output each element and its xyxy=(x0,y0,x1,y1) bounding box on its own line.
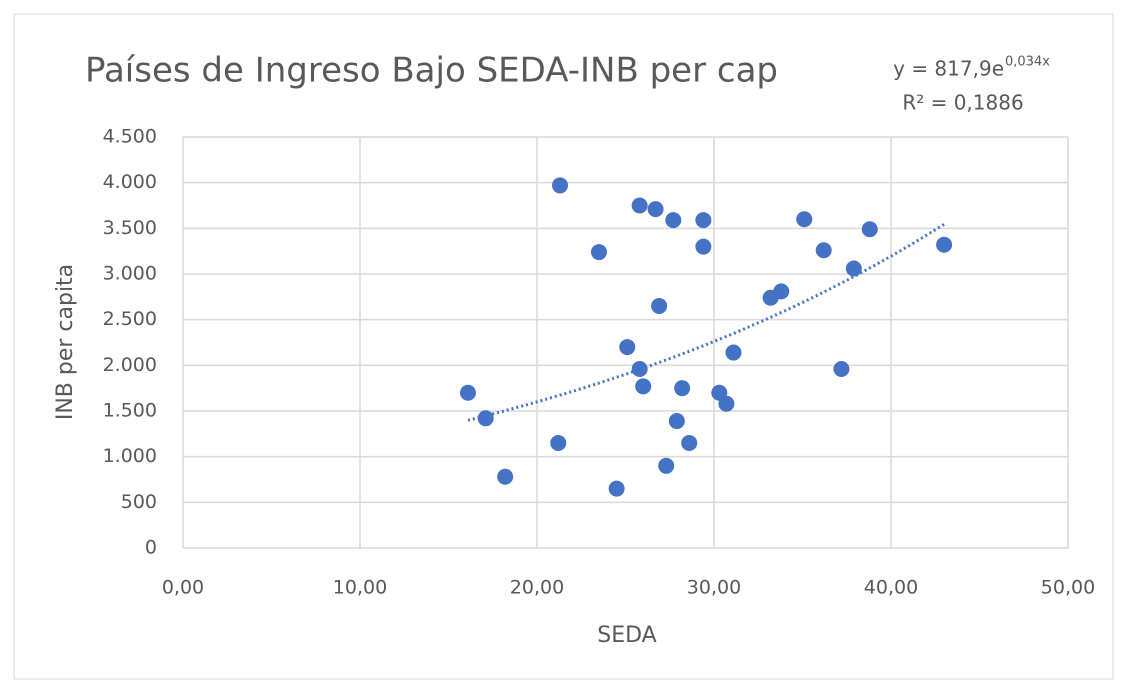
scatter-point xyxy=(608,480,625,497)
y-tick-label: 500 xyxy=(121,491,157,513)
scatter-point xyxy=(815,242,832,259)
scatter-point xyxy=(681,434,698,451)
trend-exponent: 0,034x xyxy=(1005,55,1050,70)
x-tick-label: 10,00 xyxy=(333,577,387,599)
scatter-point xyxy=(796,211,813,228)
scatter-point xyxy=(833,360,850,377)
scatter-point xyxy=(647,201,664,218)
y-tick-label: 2.500 xyxy=(103,308,157,330)
y-tick-label: 2.000 xyxy=(103,354,157,376)
scatter-point xyxy=(665,212,682,229)
scatter-point xyxy=(695,212,712,229)
x-tick-label: 20,00 xyxy=(510,577,564,599)
y-tick-label: 1.000 xyxy=(103,445,157,467)
scatter-point xyxy=(550,434,567,451)
scatter-point xyxy=(635,378,652,395)
scatter-point xyxy=(718,395,735,412)
scatter-point xyxy=(497,468,514,485)
scatter-point xyxy=(668,413,685,430)
scatter-point xyxy=(658,457,675,474)
x-tick-label: 50,00 xyxy=(1041,577,1095,599)
y-tick-label: 1.500 xyxy=(103,400,157,422)
chart-title: Países de Ingreso Bajo SEDA-INB per cap xyxy=(85,51,778,91)
y-axis-title: INB per capita xyxy=(53,264,78,420)
x-axis-title: SEDA xyxy=(597,623,656,648)
scatter-point xyxy=(861,221,878,238)
y-tick-label: 4.500 xyxy=(103,126,157,148)
chart-border xyxy=(13,13,1114,680)
scatter-point xyxy=(845,260,862,277)
scatter-point xyxy=(459,384,476,401)
scatter-point xyxy=(725,344,742,361)
scatter-point xyxy=(674,380,691,397)
scatter-point xyxy=(773,283,790,300)
y-tick-label: 3.500 xyxy=(103,217,157,239)
scatter-point xyxy=(552,177,569,194)
x-tick-label: 40,00 xyxy=(864,577,918,599)
scatter-point xyxy=(619,339,636,356)
y-tick-label: 3.000 xyxy=(103,263,157,285)
y-tick-label: 0 xyxy=(145,537,157,559)
y-tick-label: 4.000 xyxy=(103,171,157,193)
scatter-point xyxy=(631,197,648,214)
x-tick-label: 30,00 xyxy=(687,577,741,599)
scatter-point xyxy=(590,244,607,261)
trendline xyxy=(467,223,945,422)
scatter-point xyxy=(695,238,712,255)
trend-equation: y = 817,9e xyxy=(893,57,1004,81)
scatter-point xyxy=(631,360,648,377)
scatter-point xyxy=(651,297,668,314)
scatter-point xyxy=(936,236,953,253)
scatter-point xyxy=(477,410,494,427)
trend-r2: R² = 0,1886 xyxy=(902,91,1023,115)
x-tick-label: 0,00 xyxy=(162,577,204,599)
